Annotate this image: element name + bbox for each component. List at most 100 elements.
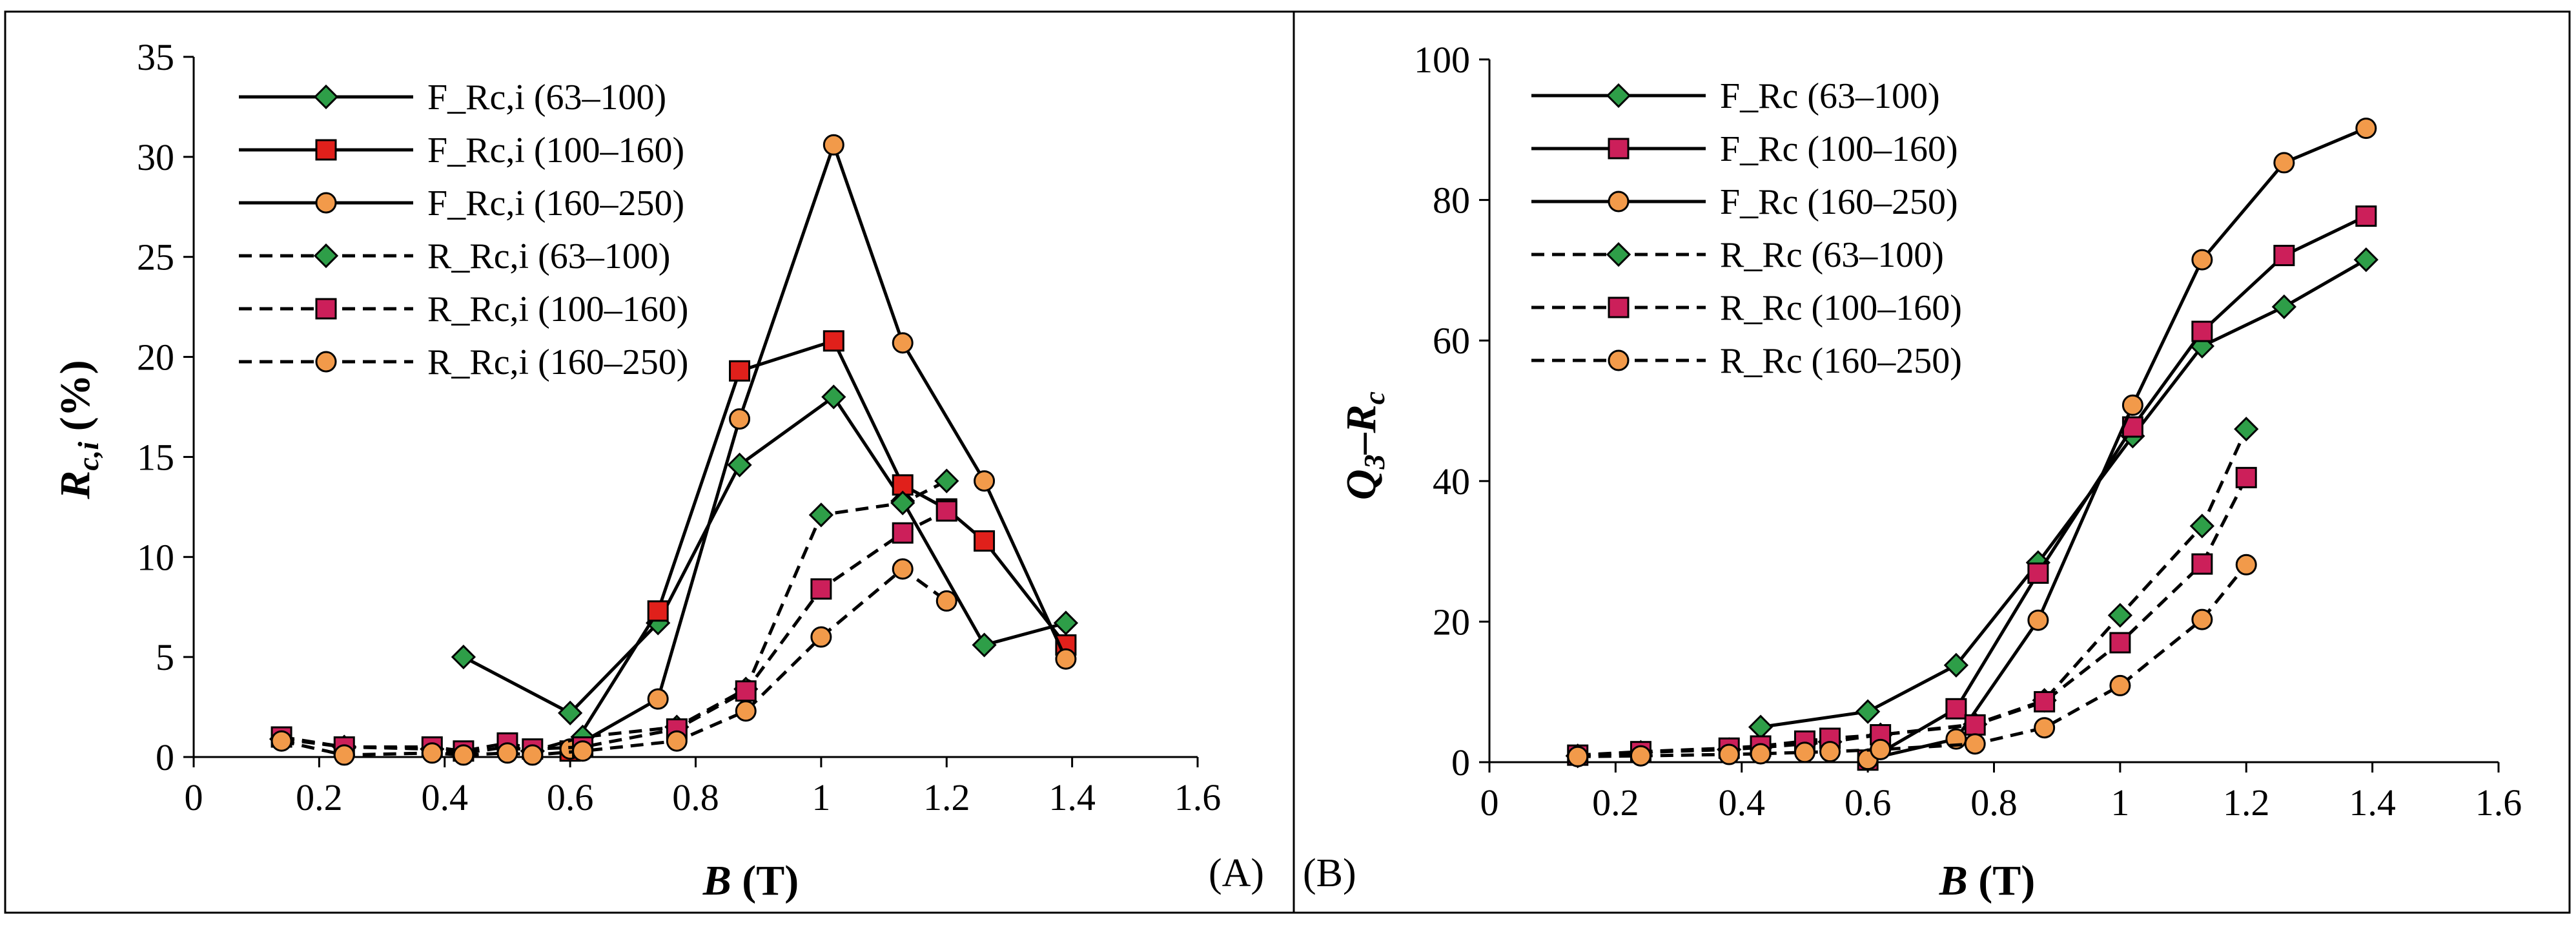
panel-b-x-tick-label: 0.6 (1845, 782, 1892, 824)
panel-b-x-axis-variable: B (1939, 857, 1968, 904)
panel-a-y-tick-label: 15 (137, 436, 174, 478)
panel-a-legend-item: F_Rc,i (160–250) (239, 183, 684, 223)
panel-a: 0 0.2 0.4 0.6 0.8 1 1.2 1.4 1.6 0 5 10 15 20 25 30 35 F_R… (4, 10, 1295, 914)
panel-a-series-6-point (453, 744, 475, 766)
panel-a-series-3-point (729, 408, 751, 430)
panel-b-series-6-point (1870, 738, 1892, 760)
panel-b-series-3-point (2027, 609, 2049, 631)
panel-a-series-4-point (808, 503, 833, 528)
panel-a-y-axis-variable: R (52, 471, 99, 500)
panel-b-legend-item: F_Rc (100–160) (1531, 129, 1958, 169)
panel-a-y-tick-label: 30 (137, 136, 174, 178)
panel-b-legend-label: F_Rc (63–100) (1720, 76, 1940, 116)
panel-a-y-axis-label: Rc,i (%) (52, 360, 105, 499)
panel-b-series-6-point (1567, 745, 1589, 767)
panel-b-legend: F_Rc (63–100) F_Rc (100–160) F_Rc (160–250… (1531, 76, 1962, 381)
panel-a-legend-marker (315, 139, 337, 161)
panel-b-y-tick-label: 40 (1433, 461, 1470, 503)
panel-b-series-6-point (1630, 745, 1651, 767)
panel-a-y-tick-label: 20 (137, 337, 174, 379)
panel-a-legend-item: R_Rc,i (160–250) (239, 342, 688, 382)
panel-a-series-3-point (974, 470, 996, 492)
panel-b-legend-item: R_Rc (160–250) (1531, 341, 1962, 381)
panel-b-x-axis-unit: (T) (1968, 857, 2035, 904)
panel-a-series-6-point (666, 730, 688, 752)
panel-a-legend-label: R_Rc,i (63–100) (427, 236, 670, 276)
panel-b-series-6-point (1819, 741, 1841, 763)
panel-a-series-3-point (647, 688, 669, 710)
panel-a-y-axis-unit: (%) (52, 360, 99, 441)
panel-a-label: (A) (1209, 851, 1264, 895)
panel-b-series-6-point (2191, 608, 2213, 630)
panel-a-series-1 (451, 384, 1079, 725)
panel-a-series-4-point (934, 468, 959, 493)
panel-b-x-tick-label: 0.4 (1719, 782, 1766, 824)
panel-b-series-6-point (2034, 717, 2056, 739)
panel-b-x-tick-label: 1 (2111, 782, 2129, 824)
panel-a-legend-marker (315, 298, 337, 320)
panel-a-legend-label: F_Rc,i (160–250) (427, 183, 684, 223)
panel-a-series-4-line (281, 479, 948, 755)
panel-b-series-2-point (2273, 245, 2295, 267)
panel-b-series-3-point (2121, 394, 2143, 416)
panel-a-legend-item: R_Rc,i (100–160) (239, 289, 688, 329)
panel-a-series-3 (559, 134, 1077, 760)
panel-a-series-1-point (1053, 610, 1079, 636)
panel-a-x-axis-variable: B (702, 857, 731, 904)
panel-b-series-6-point (1750, 743, 1772, 765)
panel-b-x-tick-label: 0 (1480, 782, 1499, 824)
panel-b-legend-item: R_Rc (100–160) (1531, 288, 1962, 328)
panel-a-x-axis-label: B (T) (702, 857, 799, 904)
panel-a-series-5-line (281, 509, 948, 753)
panel-a-x-tick-label: 0.4 (422, 776, 469, 818)
panel-b-legend-marker (1608, 296, 1630, 318)
panel-a-series-5-point (892, 522, 914, 544)
panel-b-y-axis-dash: – (1338, 432, 1385, 455)
panel-b-series-6-point (1964, 733, 1986, 755)
panel-a-x-tick-label: 0.6 (547, 776, 594, 818)
panel-a-x-tick-label: 1 (812, 776, 830, 818)
panel-b-legend-marker (1608, 138, 1630, 160)
panel-b-x-tick-label: 1.4 (2349, 782, 2396, 824)
panel-a-series-6-point (810, 626, 832, 648)
panel-b-x-tick-label: 0.2 (1592, 782, 1639, 824)
panel-a-x-tick-label: 1.4 (1048, 776, 1096, 818)
panel-a-series-3-point (1055, 648, 1077, 670)
panel-a-legend-label: F_Rc,i (100–160) (427, 130, 684, 171)
panel-a-y-tick-label: 25 (137, 236, 174, 278)
panel-b-x-tick-label: 1.6 (2475, 782, 2522, 824)
panel-b-series-2-point (2027, 562, 2049, 584)
panel-a-series-2-point (729, 360, 751, 382)
panel-b-series-5-point (2034, 690, 2056, 712)
panel-b-series-5-point (2235, 466, 2257, 488)
panel-a-series-6 (271, 558, 957, 766)
panel-b-series-6-point (2235, 554, 2257, 576)
panel-a-series-1-point (821, 384, 846, 410)
panel-b-y-axis-subscript-3: 3 (1358, 454, 1391, 470)
panel-b-legend-label: F_Rc (160–250) (1720, 182, 1958, 222)
panel-b-series-2-point (1945, 698, 1967, 720)
panel-b-legend-label: F_Rc (100–160) (1720, 129, 1958, 169)
panel-b-series-3-point (2355, 118, 2377, 140)
panel-b-legend-item: F_Rc (160–250) (1531, 182, 1958, 222)
panel-a-legend-label: R_Rc,i (100–160) (427, 289, 688, 329)
panel-b-y-axis-variable-q: Q (1338, 469, 1385, 500)
panel-b-x-tick-label: 0.8 (1970, 782, 2018, 824)
panel-b-series-4-point (2189, 514, 2214, 539)
panel-b-x-tick-label: 1.2 (2223, 782, 2270, 824)
panel-b-y-tick-label: 0 (1451, 742, 1470, 784)
panel-b-legend-marker (1608, 191, 1630, 213)
panel-b-series-3-point (2191, 249, 2213, 271)
panel-b-series-2-point (2355, 205, 2377, 227)
panel-b-series-5-point (2109, 632, 2131, 654)
panel-b-series-1-point (2271, 294, 2296, 320)
panel-b-y-axis-subscript-c: c (1358, 391, 1391, 404)
panel-a-series-6-point (421, 742, 443, 764)
panel-a-x-tick-label: 0.8 (672, 776, 719, 818)
panel-a-y-axis-subscript: c,i (72, 442, 105, 471)
panel-a-series-6-point (572, 740, 594, 762)
panel-b-series-5-point (2191, 553, 2213, 575)
panel-b-series-1-point (1943, 652, 1969, 678)
panel-b-series-6-point (1718, 743, 1740, 765)
